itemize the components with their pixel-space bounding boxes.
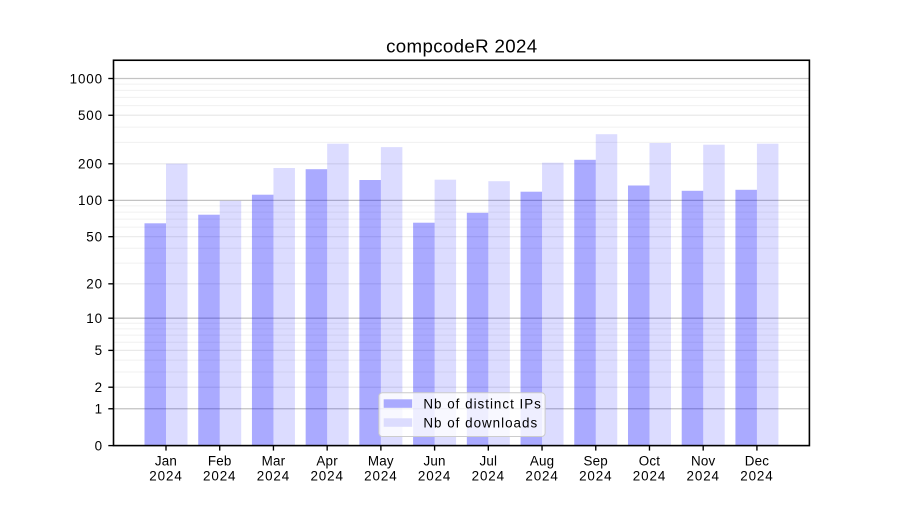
svg-text:2024: 2024 (364, 469, 397, 484)
svg-text:100: 100 (78, 193, 103, 208)
svg-text:2024: 2024 (525, 469, 558, 484)
svg-text:2024: 2024 (149, 469, 182, 484)
svg-text:2024: 2024 (310, 469, 343, 484)
svg-text:2: 2 (95, 380, 103, 395)
svg-text:Nov: Nov (691, 454, 716, 469)
svg-text:Feb: Feb (208, 454, 232, 469)
svg-text:Nb of downloads: Nb of downloads (423, 415, 538, 430)
svg-text:2024: 2024 (740, 469, 773, 484)
svg-text:Oct: Oct (639, 454, 661, 469)
svg-text:Dec: Dec (745, 454, 770, 469)
svg-text:200: 200 (78, 157, 103, 172)
svg-text:Mar: Mar (262, 454, 286, 469)
svg-text:Jul: Jul (479, 454, 497, 469)
svg-text:2024: 2024 (472, 469, 505, 484)
svg-text:2024: 2024 (257, 469, 290, 484)
svg-text:Sep: Sep (584, 454, 608, 469)
svg-text:5: 5 (95, 343, 103, 358)
svg-text:1: 1 (95, 402, 103, 417)
svg-text:0: 0 (95, 438, 103, 453)
svg-text:2024: 2024 (418, 469, 451, 484)
svg-text:500: 500 (78, 108, 103, 123)
svg-text:50: 50 (86, 229, 103, 244)
svg-text:Jun: Jun (423, 454, 445, 469)
svg-text:2024: 2024 (579, 469, 612, 484)
svg-text:May: May (368, 454, 394, 469)
svg-text:Aug: Aug (530, 454, 554, 469)
svg-text:2024: 2024 (687, 469, 720, 484)
svg-text:Nb of distinct IPs: Nb of distinct IPs (423, 396, 541, 411)
svg-text:10: 10 (86, 311, 103, 326)
svg-text:Apr: Apr (316, 454, 338, 469)
svg-text:2024: 2024 (633, 469, 666, 484)
svg-text:compcodeR 2024: compcodeR 2024 (386, 35, 537, 56)
svg-text:1000: 1000 (70, 71, 103, 86)
svg-text:20: 20 (86, 277, 103, 292)
svg-text:2024: 2024 (203, 469, 236, 484)
svg-text:Jan: Jan (155, 454, 177, 469)
